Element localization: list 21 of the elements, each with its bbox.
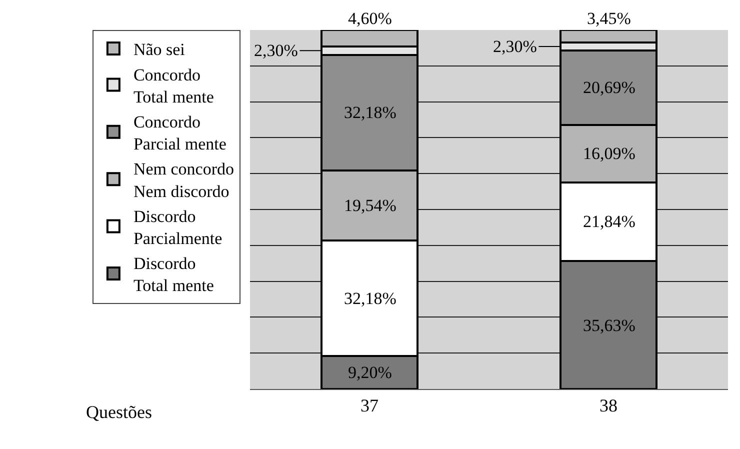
x-tick-label: 38 (600, 396, 618, 416)
data-label: 35,63% (583, 316, 636, 335)
data-label: 2,30% (493, 37, 537, 56)
data-label: 20,69% (583, 78, 636, 97)
legend-label: Não sei (133, 40, 186, 60)
legend-label: Discordo Total mente (133, 254, 214, 296)
legend-label: Concordo Total mente (133, 65, 214, 106)
data-label: 2,30% (254, 41, 298, 60)
legend-label: Nem concordo Nem discordo (133, 160, 234, 201)
x-tick-label: 37 (360, 396, 378, 416)
data-label: 21,84% (583, 212, 636, 231)
data-label: 4,60% (348, 9, 392, 28)
legend-label: Discordo Parcialmente (133, 206, 222, 248)
data-label: 9,20% (348, 363, 392, 382)
data-label: 3,45% (587, 9, 631, 28)
data-label: 16,09% (583, 144, 636, 163)
data-label: 19,54% (344, 196, 396, 215)
legend-label: Concordo Parcial mente (133, 112, 226, 154)
data-label: 32,18% (344, 103, 396, 122)
data-label: 32,18% (344, 289, 396, 308)
text: Questões (86, 402, 152, 422)
